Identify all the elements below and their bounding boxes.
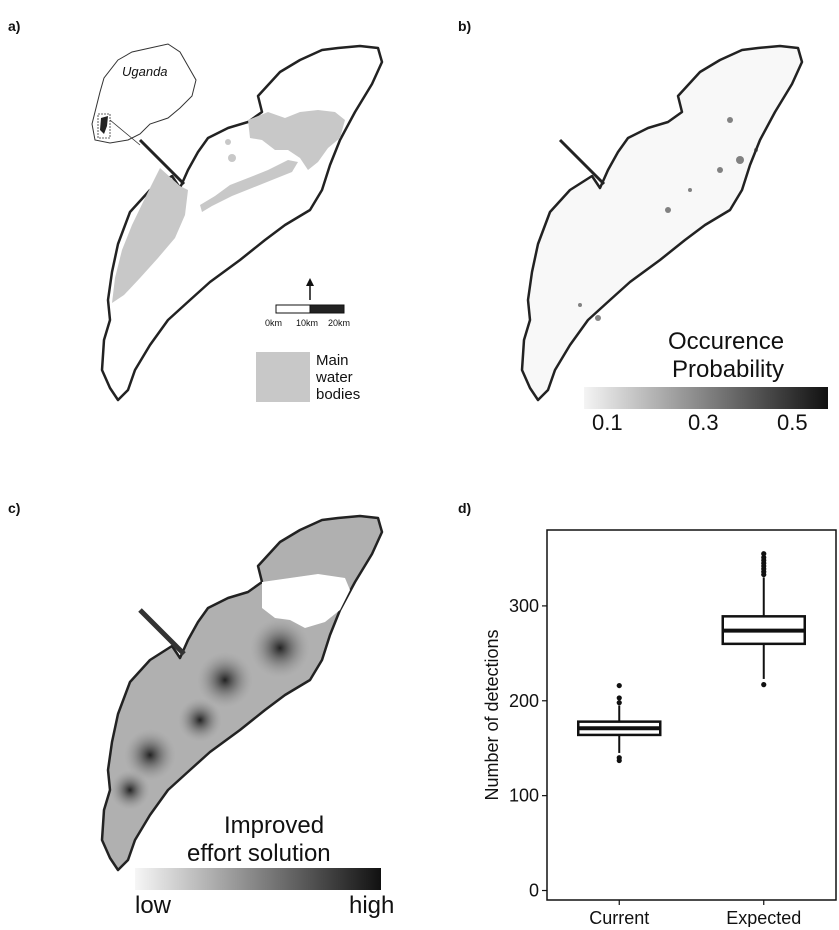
- y-tick-label: 300: [509, 596, 539, 616]
- scale-label-0: 0km: [265, 318, 283, 328]
- panel-label-c: c): [8, 500, 21, 516]
- legend-swatch-water: [256, 352, 310, 402]
- scale-bar-black: [309, 304, 345, 314]
- legend-title-c-line2: effort solution: [187, 840, 331, 867]
- legend-water-line1: Main: [316, 352, 349, 369]
- y-tick-label: 100: [509, 786, 539, 806]
- map-panel-c: [100, 514, 384, 890]
- panel-label-d: d): [458, 500, 472, 516]
- inset-connector: [109, 119, 141, 146]
- outlier-point: [616, 700, 622, 706]
- water-body-dot: [225, 139, 231, 145]
- legend-title-c-line1: Improved: [224, 812, 325, 839]
- inset-label-uganda: Uganda: [122, 64, 168, 79]
- legend-title-b-line2: Probability: [672, 356, 785, 383]
- plot-frame: [546, 529, 837, 901]
- uganda-inset-region: [100, 116, 108, 134]
- outlier-point: [616, 695, 622, 701]
- legend-water-line3: bodies: [316, 386, 361, 403]
- panel-label-b: b): [458, 18, 472, 34]
- probability-hotspots: [578, 117, 758, 321]
- scale-label-10: 10km: [296, 318, 319, 328]
- legend-low-label: low: [135, 892, 172, 919]
- legend-gradient-c: [135, 868, 381, 890]
- outlier-point: [761, 551, 767, 557]
- water-body-north-blank: [262, 574, 350, 628]
- legend-gradient-b: [584, 387, 828, 409]
- x-tick-label: Current: [589, 908, 649, 927]
- uganda-inset-outline: [91, 43, 197, 144]
- water-body-lake-west: [112, 168, 188, 303]
- river-channel: [138, 138, 186, 186]
- x-tick-label: Expected: [726, 908, 801, 927]
- river-channel: [558, 138, 606, 186]
- legend-water-line2: water: [316, 369, 353, 386]
- y-tick-label: 200: [509, 691, 539, 711]
- outlier-point: [616, 682, 622, 689]
- river-channel: [138, 608, 186, 656]
- north-arrow-head: [306, 278, 314, 286]
- legend-tick-b-3: 0.5: [777, 410, 808, 435]
- legend-high-label: high: [349, 892, 395, 919]
- water-body-north: [248, 110, 345, 170]
- map-panel-b: [520, 44, 828, 409]
- outlier-point: [761, 554, 767, 561]
- legend-tick-b-1: 0.1: [592, 410, 623, 435]
- map-panel-a: [91, 43, 384, 402]
- outlier-point: [761, 682, 767, 688]
- y-tick-label: 0: [529, 881, 539, 901]
- water-body-dot: [228, 154, 236, 162]
- outlier-point: [616, 755, 622, 761]
- study-area-outline: [520, 44, 804, 402]
- scale-label-20: 20km: [328, 318, 351, 328]
- water-body-river: [200, 160, 298, 212]
- legend-title-b-line1: Occurence: [668, 328, 785, 355]
- legend-tick-b-2: 0.3: [688, 410, 719, 435]
- y-axis-title: Number of detections: [482, 629, 502, 800]
- uganda-inset-marker: [97, 113, 111, 139]
- panel-label-a: a): [8, 18, 21, 34]
